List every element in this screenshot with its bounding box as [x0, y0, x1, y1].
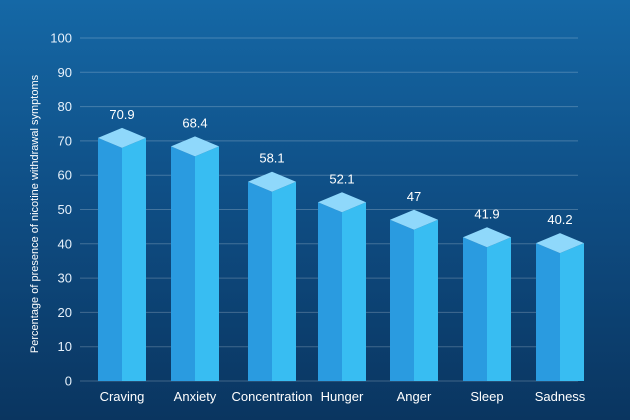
bar: 58.1 — [248, 151, 296, 381]
bar-value-label: 47 — [407, 189, 421, 204]
bar-top-face — [248, 171, 296, 192]
bar-top-face — [390, 209, 438, 230]
bar-value-label: 41.9 — [474, 206, 499, 221]
bar-front-face — [318, 202, 342, 381]
y-tick-label: 100 — [50, 31, 72, 46]
bar-value-label: 52.1 — [329, 171, 354, 186]
y-axis-title: Percentage of presence of nicotine withd… — [29, 74, 41, 353]
y-tick-label: 50 — [58, 202, 72, 217]
bar-value-label: 70.9 — [109, 107, 134, 122]
y-tick-label: 10 — [58, 339, 72, 354]
bar-front-face — [536, 243, 560, 381]
x-axis-categories: Craving Anxiety Concentration Hunger Anger Sl… — [100, 389, 586, 404]
x-category-label: Hunger — [321, 389, 364, 404]
y-tick-label: 40 — [58, 236, 72, 251]
bar-front-face — [248, 181, 272, 381]
bar: 68.4 — [171, 115, 219, 381]
bar-top-face — [98, 127, 146, 148]
y-tick-label: 0 — [65, 374, 72, 389]
bar-top-face — [318, 192, 366, 213]
bar-top-face — [536, 233, 584, 254]
bar-front-face — [171, 146, 195, 381]
x-category-label: Anger — [397, 389, 432, 404]
y-tick-label: 60 — [58, 168, 72, 183]
bar-side-face — [122, 137, 146, 381]
x-category-label: Concentration — [232, 389, 313, 404]
bar-top-face — [463, 227, 511, 248]
y-tick-label: 70 — [58, 133, 72, 148]
x-category-label: Sleep — [470, 389, 503, 404]
y-tick-label: 20 — [58, 305, 72, 320]
bar: 70.9 — [98, 107, 146, 381]
bar-value-label: 68.4 — [182, 115, 207, 130]
bar-value-label: 40.2 — [547, 212, 572, 227]
x-category-label: Sadness — [535, 389, 586, 404]
bar: 40.2 — [536, 212, 584, 381]
x-category-label: Anxiety — [174, 389, 217, 404]
bar-front-face — [390, 219, 414, 381]
bar-side-face — [487, 237, 511, 381]
bar-side-face — [272, 181, 296, 381]
bar-top-face — [171, 136, 219, 157]
bar: 41.9 — [463, 206, 511, 381]
bar-side-face — [560, 243, 584, 381]
y-tick-label: 30 — [58, 271, 72, 286]
x-category-label: Craving — [100, 389, 145, 404]
bars: 70.9 68.4 58.1 52.1 47 41.9 40.2 — [98, 107, 584, 381]
bar-side-face — [195, 146, 219, 381]
y-tick-label: 90 — [58, 65, 72, 80]
bar-side-face — [414, 219, 438, 381]
bar-front-face — [98, 137, 122, 381]
bar: 52.1 — [318, 171, 366, 381]
bar-value-label: 58.1 — [259, 151, 284, 166]
bar: 47 — [390, 189, 438, 381]
y-tick-label: 80 — [58, 99, 72, 114]
y-axis-ticks: 0 10 20 30 40 50 60 70 80 90 100 — [50, 31, 72, 389]
bar-side-face — [342, 202, 366, 381]
bar-front-face — [463, 237, 487, 381]
